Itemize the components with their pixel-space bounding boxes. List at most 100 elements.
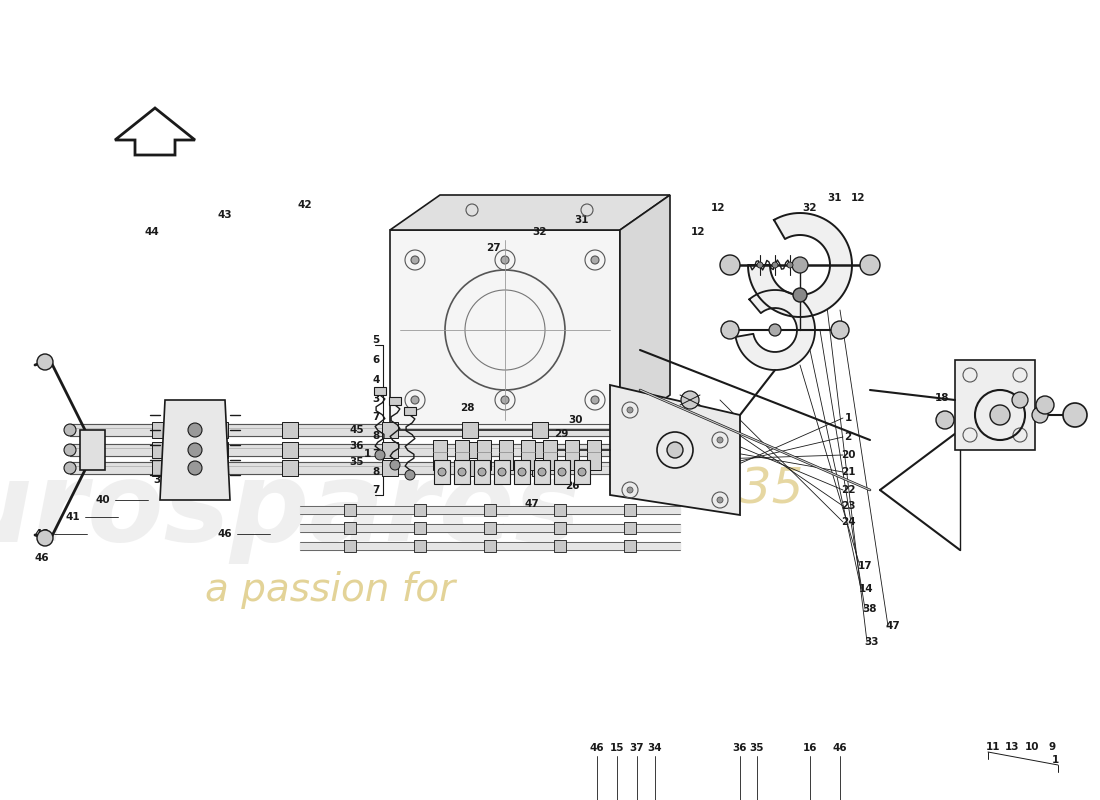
Text: 11: 11 [986, 742, 1000, 752]
Bar [80, 430, 104, 470]
Text: 32: 32 [803, 203, 817, 213]
Text: 40: 40 [96, 495, 110, 505]
Circle shape [390, 460, 400, 470]
Bar [389, 397, 402, 405]
Text: 41: 41 [66, 512, 80, 522]
Circle shape [681, 391, 698, 409]
Text: 22: 22 [840, 485, 856, 495]
Text: 35: 35 [350, 457, 364, 467]
Circle shape [518, 468, 526, 476]
Circle shape [578, 468, 586, 476]
Bar [532, 460, 548, 476]
Text: 8: 8 [373, 467, 380, 477]
Text: 46: 46 [833, 743, 847, 753]
Bar [554, 504, 566, 516]
Bar [624, 504, 636, 516]
Bar [414, 522, 426, 534]
Bar [282, 442, 298, 458]
Bar [344, 522, 356, 534]
Circle shape [720, 321, 739, 339]
Bar [532, 422, 548, 438]
Bar [494, 460, 510, 484]
Circle shape [558, 468, 566, 476]
Bar [433, 440, 447, 470]
Circle shape [64, 462, 76, 474]
Text: 12: 12 [691, 227, 705, 237]
Circle shape [64, 444, 76, 456]
Text: 4: 4 [372, 375, 379, 385]
Circle shape [188, 461, 202, 475]
Circle shape [720, 255, 740, 275]
Text: 1: 1 [363, 449, 371, 459]
Bar [955, 360, 1035, 450]
Polygon shape [390, 230, 620, 430]
Text: 31: 31 [574, 215, 590, 225]
Bar [554, 460, 570, 484]
Bar [152, 422, 168, 438]
Text: 1: 1 [845, 413, 851, 423]
Text: 35: 35 [750, 743, 764, 753]
Text: 7: 7 [372, 485, 379, 495]
Text: 17: 17 [858, 561, 872, 571]
Text: 37: 37 [629, 743, 645, 753]
Polygon shape [116, 108, 195, 155]
Text: 12: 12 [711, 203, 725, 213]
Circle shape [936, 411, 954, 429]
Bar [152, 442, 168, 458]
Bar [212, 460, 228, 476]
Text: 34: 34 [648, 743, 662, 753]
Bar [532, 442, 548, 458]
Circle shape [667, 442, 683, 458]
Bar [414, 540, 426, 552]
Bar [462, 460, 478, 476]
Circle shape [1036, 396, 1054, 414]
Text: 33: 33 [865, 637, 879, 647]
Circle shape [627, 407, 632, 413]
Circle shape [717, 437, 723, 443]
Bar [514, 460, 530, 484]
Text: 1935: 1935 [676, 466, 804, 514]
Text: 36: 36 [350, 441, 364, 451]
Polygon shape [748, 213, 852, 317]
Circle shape [500, 396, 509, 404]
Bar [521, 440, 535, 470]
Circle shape [498, 468, 506, 476]
Circle shape [1032, 407, 1048, 423]
Circle shape [405, 470, 415, 480]
Circle shape [37, 530, 53, 546]
Circle shape [500, 256, 509, 264]
Circle shape [188, 423, 202, 437]
Bar [484, 540, 496, 552]
Bar [612, 442, 628, 458]
Text: 18: 18 [935, 393, 949, 403]
Text: 43: 43 [218, 210, 232, 220]
Circle shape [438, 468, 446, 476]
Text: 31: 31 [827, 193, 843, 203]
Bar [574, 460, 590, 484]
Polygon shape [620, 195, 670, 430]
Bar [414, 504, 426, 516]
Text: 42: 42 [298, 200, 312, 210]
Polygon shape [610, 385, 740, 515]
Circle shape [793, 288, 807, 302]
Text: 39: 39 [153, 475, 167, 485]
Text: 23: 23 [840, 501, 856, 511]
Bar [344, 540, 356, 552]
Text: 3: 3 [373, 394, 380, 404]
Circle shape [717, 497, 723, 503]
Bar [212, 422, 228, 438]
Circle shape [188, 443, 202, 457]
Circle shape [757, 262, 763, 268]
Text: 24: 24 [840, 517, 856, 527]
Circle shape [627, 487, 632, 493]
Text: 47: 47 [525, 499, 539, 509]
Circle shape [591, 396, 600, 404]
Text: 5: 5 [373, 335, 380, 345]
Text: 32: 32 [532, 227, 548, 237]
Text: 6: 6 [373, 355, 380, 365]
Text: 26: 26 [564, 481, 580, 491]
Bar [554, 522, 566, 534]
Bar [612, 422, 628, 438]
Bar [624, 522, 636, 534]
Bar [484, 504, 496, 516]
